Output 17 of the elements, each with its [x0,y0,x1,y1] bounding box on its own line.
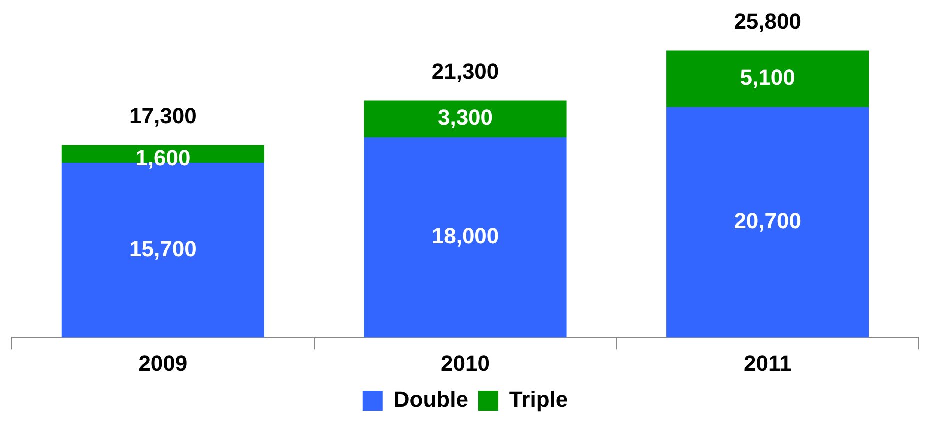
data-label: 5,100 [740,65,796,90]
bar [364,100,567,138]
x-tick-label: 2010 [441,350,490,376]
legend-label: Triple [509,387,568,412]
x-tick-label: 2009 [138,350,188,376]
data-label: 20,700 [734,208,802,234]
data-label: 3,300 [438,105,494,130]
total-label: 25,800 [734,8,802,34]
x-tick-label: 2011 [744,350,792,376]
data-label: 15,700 [130,236,197,262]
bar [666,107,870,338]
bar [666,50,870,108]
legend-label: Double [394,387,468,412]
data-label: 18,000 [432,224,500,249]
bar [364,137,567,338]
total-label: 21,300 [432,58,500,84]
total-label: 17,300 [130,103,197,128]
